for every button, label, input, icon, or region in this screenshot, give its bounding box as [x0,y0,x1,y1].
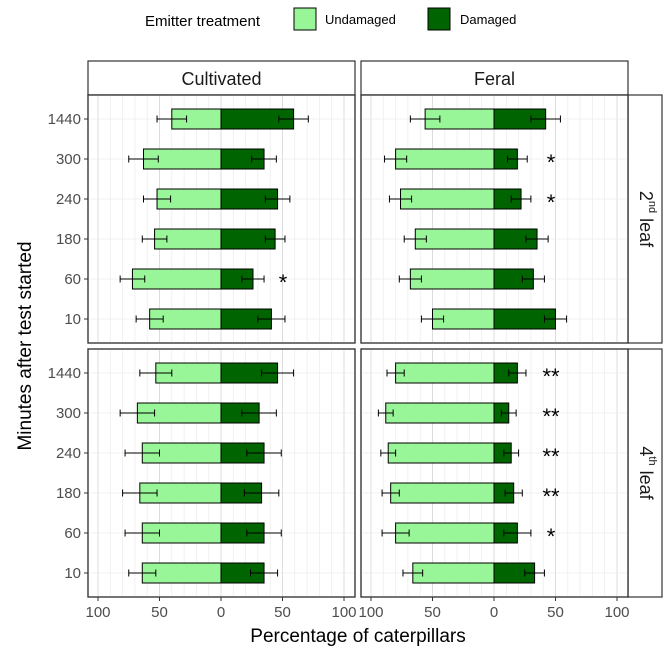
significance-marker: ** [542,364,560,389]
bar-undamaged [414,228,495,250]
legend-label-undamaged: Undamaged [325,12,396,27]
panel-border [360,94,629,344]
significance-marker: * [547,524,556,549]
x-tick-label: 100 [358,604,383,621]
bar-undamaged [131,268,222,290]
x-tick-label: 50 [547,604,564,621]
y-tick-label: 180 [56,231,81,248]
strip-col-cultivated [87,60,356,96]
x-tick-label: 100 [85,604,110,621]
bar-undamaged [400,188,495,210]
facet-panels: *14403002401806010**14403002401806010100… [48,94,630,621]
significance-marker: ** [542,404,560,429]
panel-cultivated-2nd-leaf: * [87,94,356,344]
legend-title: Emitter treatment [145,13,261,30]
panel-feral-2nd-leaf: ** [360,94,629,344]
significance-marker: * [547,150,556,175]
y-tick-label: 1440 [48,365,81,382]
y-tick-label: 60 [64,525,81,542]
y-tick-label: 300 [56,151,81,168]
y-tick-label: 240 [56,445,81,462]
y-tick-label: 10 [64,311,81,328]
bar-undamaged [387,442,495,464]
y-tick-label: 240 [56,191,81,208]
legend-swatch-damaged [427,7,451,31]
strip-label-feral: Feral [474,69,515,89]
strip-col-feral [360,60,629,96]
strip-label-4th-leaf: 4th leaf [636,446,658,500]
bar-undamaged [390,482,495,504]
significance-marker: * [547,190,556,215]
x-axis-title: Percentage of caterpillars [250,626,465,647]
y-tick-label: 60 [64,271,81,288]
panel-feral-4th-leaf: ********* [360,348,629,598]
panel-border [87,94,356,344]
bar-undamaged [385,402,495,424]
bar-undamaged [412,562,495,584]
x-tick-label: 100 [604,604,629,621]
bar-undamaged [395,148,495,170]
strip-row-2nd-leaf [627,94,663,344]
y-tick-label: 1440 [48,111,81,128]
panel-cultivated-4th-leaf [87,348,356,598]
bar-undamaged [409,268,495,290]
y-tick-label: 300 [56,405,81,422]
significance-marker: ** [542,444,560,469]
y-axis-title: Minutes after test started [15,241,36,450]
y-tick-label: 10 [64,565,81,582]
y-tick-label: 180 [56,485,81,502]
strip-label-cultivated: Cultivated [181,69,261,89]
bar-undamaged [395,362,495,384]
legend-swatch-undamaged [293,7,317,31]
significance-marker: * [279,270,288,295]
x-tick-label: 0 [490,604,498,621]
x-tick-label: 50 [274,604,291,621]
significance-marker: ** [542,484,560,509]
legend: Emitter treatment Undamaged Damaged [145,7,516,31]
strip-label-2nd-leaf: 2nd leaf [636,191,658,248]
bar-undamaged [395,522,495,544]
x-tick-label: 50 [424,604,441,621]
strip-row-4th-leaf [627,348,663,598]
x-tick-label: 100 [331,604,356,621]
x-tick-label: 50 [151,604,168,621]
x-tick-label: 0 [217,604,225,621]
legend-label-damaged: Damaged [460,12,516,27]
